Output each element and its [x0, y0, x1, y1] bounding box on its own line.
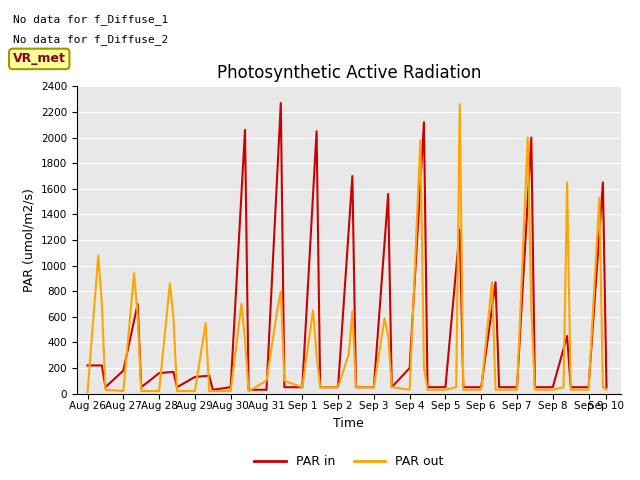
- PAR out: [456, 101, 463, 107]
- PAR out: [237, 301, 245, 307]
- PAR in: [334, 384, 342, 390]
- PAR in: [563, 333, 571, 339]
- PAR in: [277, 100, 285, 106]
- PAR in: [477, 384, 485, 390]
- PAR in: [244, 387, 252, 393]
- PAR out: [244, 388, 252, 394]
- Legend: PAR in, PAR out: PAR in, PAR out: [250, 450, 448, 473]
- PAR in: [531, 384, 539, 390]
- PAR in: [120, 368, 127, 373]
- X-axis label: Time: Time: [333, 417, 364, 430]
- PAR in: [134, 301, 141, 307]
- PAR out: [603, 387, 611, 393]
- PAR out: [170, 314, 177, 320]
- PAR out: [209, 388, 217, 394]
- PAR in: [352, 384, 360, 390]
- PAR in: [349, 173, 356, 179]
- PAR in: [102, 384, 109, 390]
- PAR in: [298, 384, 306, 390]
- PAR in: [585, 384, 593, 390]
- PAR in: [549, 384, 557, 390]
- Line: PAR in: PAR in: [88, 103, 607, 390]
- PAR in: [420, 120, 428, 125]
- Line: PAR out: PAR out: [88, 104, 607, 392]
- Text: No data for f_Diffuse_2: No data for f_Diffuse_2: [13, 34, 168, 45]
- PAR in: [316, 384, 324, 390]
- PAR in: [84, 362, 92, 368]
- Title: Photosynthetic Active Radiation: Photosynthetic Active Radiation: [216, 64, 481, 82]
- PAR in: [495, 384, 503, 390]
- PAR in: [138, 384, 145, 390]
- PAR out: [262, 378, 270, 384]
- PAR out: [417, 137, 424, 143]
- PAR in: [603, 384, 611, 390]
- PAR in: [527, 135, 535, 141]
- PAR in: [98, 362, 106, 368]
- Text: No data for f_Diffuse_1: No data for f_Diffuse_1: [13, 14, 168, 25]
- PAR in: [209, 387, 217, 393]
- Y-axis label: PAR (umol/m2/s): PAR (umol/m2/s): [22, 188, 35, 292]
- PAR in: [442, 384, 449, 390]
- PAR in: [205, 373, 213, 379]
- PAR in: [227, 384, 234, 390]
- PAR in: [170, 369, 177, 375]
- PAR in: [191, 374, 199, 380]
- PAR in: [406, 365, 413, 371]
- PAR in: [456, 227, 463, 233]
- PAR in: [567, 384, 575, 390]
- PAR in: [460, 384, 467, 390]
- PAR in: [241, 127, 249, 133]
- PAR in: [599, 180, 607, 185]
- PAR in: [262, 387, 270, 393]
- PAR out: [84, 389, 92, 395]
- PAR in: [424, 384, 431, 390]
- PAR in: [173, 384, 181, 390]
- PAR in: [385, 191, 392, 197]
- PAR in: [370, 384, 378, 390]
- PAR in: [280, 384, 288, 390]
- PAR in: [156, 370, 163, 376]
- PAR in: [388, 384, 396, 390]
- PAR in: [513, 384, 521, 390]
- PAR in: [492, 279, 499, 285]
- PAR in: [313, 128, 321, 134]
- Text: VR_met: VR_met: [13, 52, 66, 65]
